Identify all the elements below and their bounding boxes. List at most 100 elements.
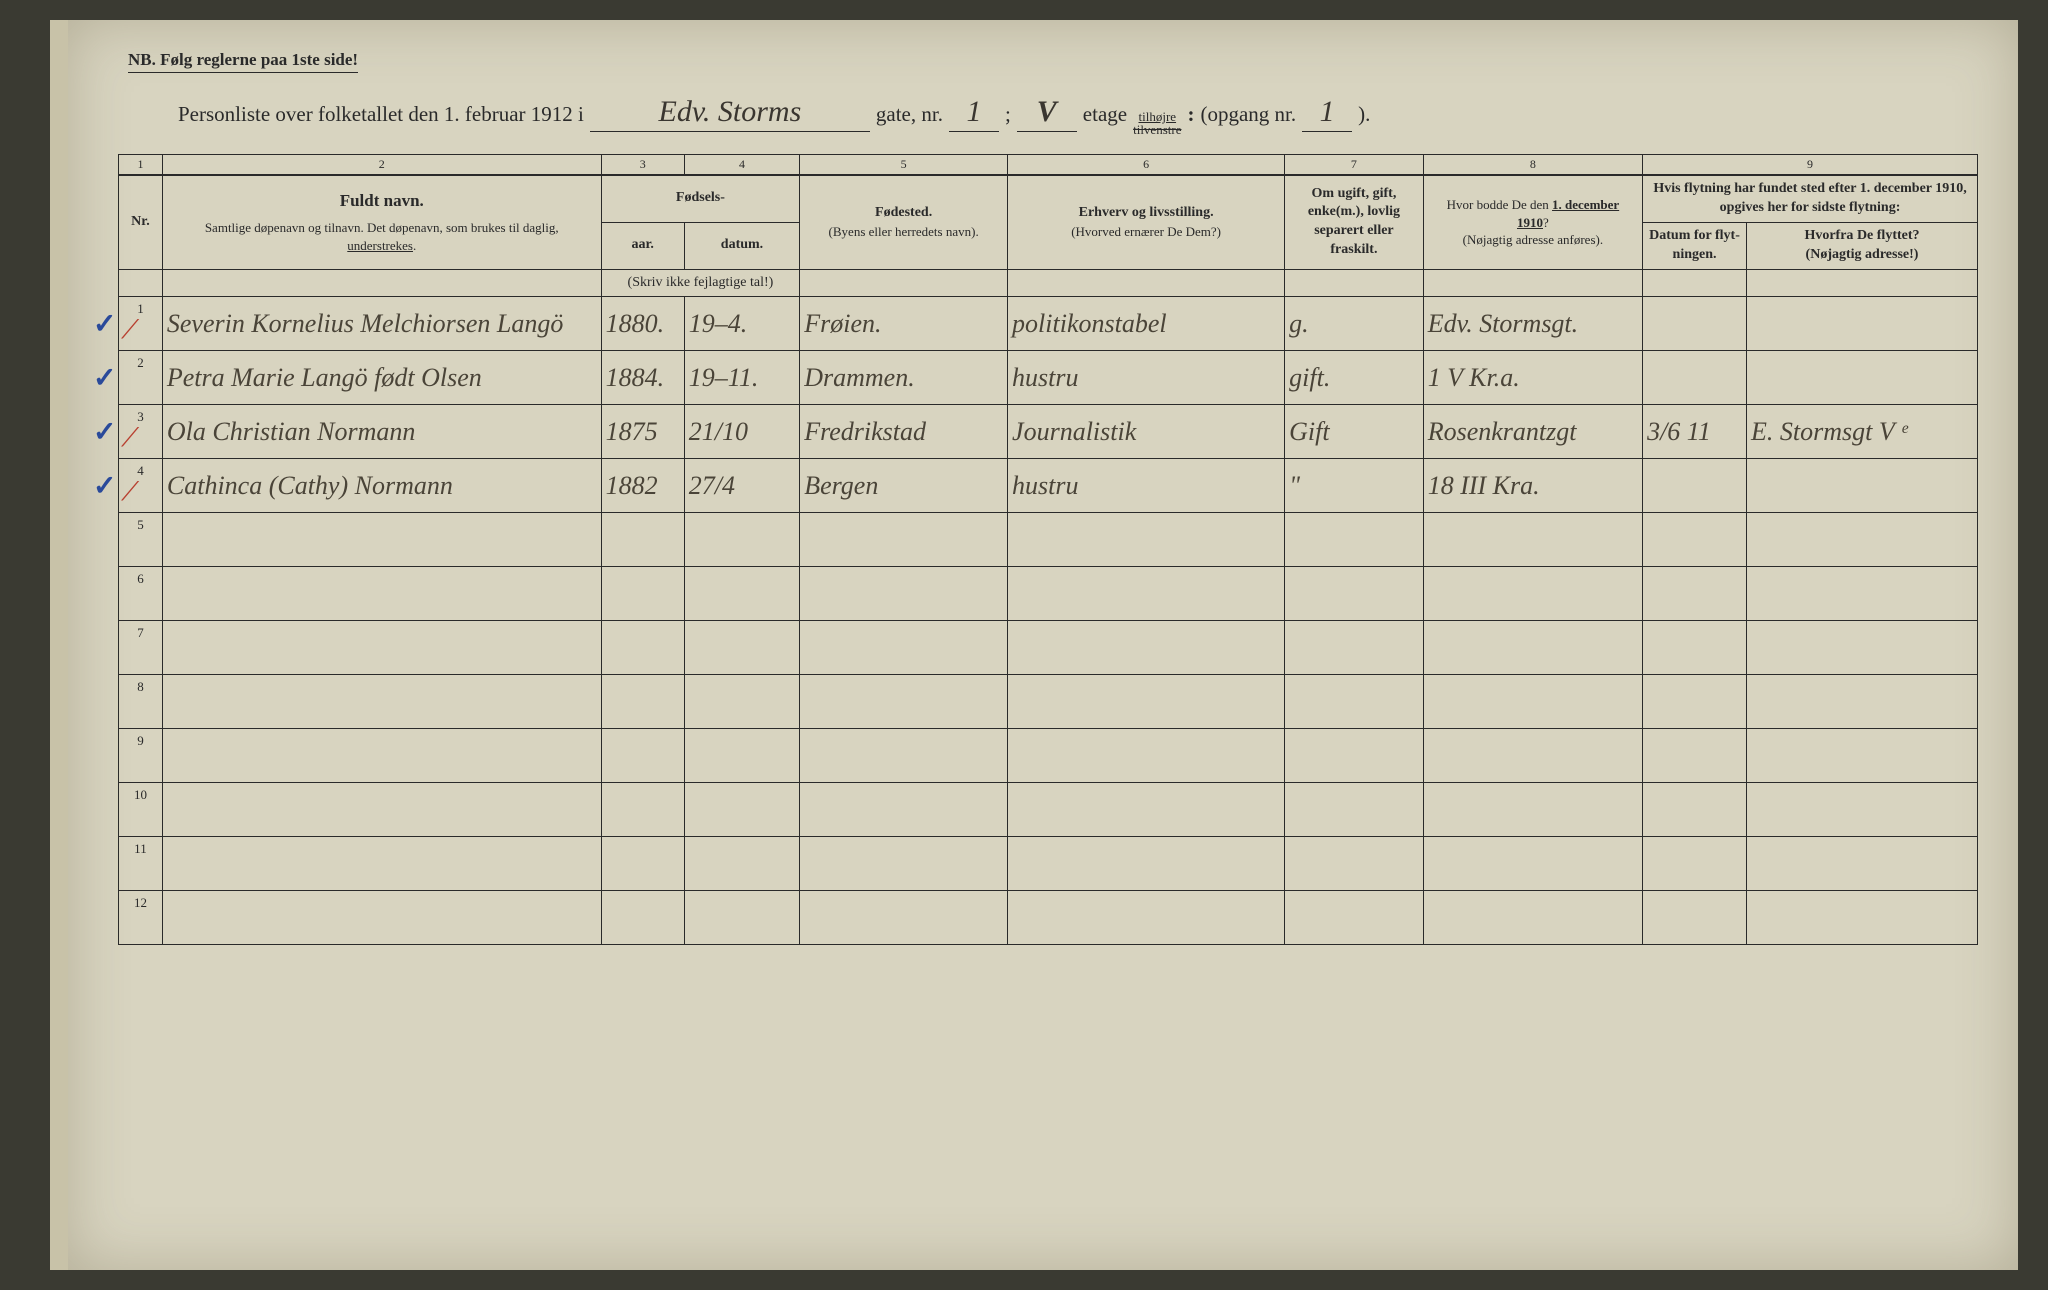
empty-cell bbox=[1746, 729, 1977, 783]
cell-marital-text: gift. bbox=[1289, 363, 1330, 392]
hdr-erhverv-s: (Hvorved ernærer De Dem?) bbox=[1014, 223, 1278, 241]
empty-cell bbox=[1643, 567, 1747, 621]
cell-move-date bbox=[1643, 459, 1747, 513]
cell-year: 1884. bbox=[601, 351, 684, 405]
colnum-3: 3 bbox=[601, 155, 684, 176]
hdr-marital: Om ugift, gift, enke(m.), lovlig separer… bbox=[1285, 175, 1424, 269]
table-row-empty: 9 bbox=[119, 729, 1978, 783]
empty-cell bbox=[1285, 837, 1424, 891]
cell-marital: gift. bbox=[1285, 351, 1424, 405]
cell-move-from bbox=[1746, 297, 1977, 351]
census-page: NB. Følg reglerne paa 1ste side! Personl… bbox=[50, 20, 2018, 1270]
cell-addr1910: 18 III Kra. bbox=[1423, 459, 1642, 513]
cell-year-text: 1880. bbox=[606, 309, 665, 338]
cell-name: Ola Christian Normann bbox=[162, 405, 601, 459]
cell-addr1910-text: 18 III Kra. bbox=[1428, 471, 1540, 500]
hdr-name: Fuldt navn. Samtlige døpenavn og tilnavn… bbox=[162, 175, 601, 269]
cell-name: Cathinca (Cathy) Normann bbox=[162, 459, 601, 513]
row-nr: 10 bbox=[119, 783, 163, 837]
cell-occupation-text: hustru bbox=[1012, 363, 1078, 392]
cell-marital: " bbox=[1285, 459, 1424, 513]
cell-addr1910: Rosenkrantzgt bbox=[1423, 405, 1642, 459]
colnum-7: 7 bbox=[1285, 155, 1424, 176]
row-nr: 12 bbox=[119, 891, 163, 945]
empty-cell bbox=[684, 675, 799, 729]
empty-cell bbox=[684, 729, 799, 783]
etage-val: V bbox=[1017, 95, 1077, 132]
empty-cell bbox=[601, 567, 684, 621]
cell-birthplace: Fredrikstad bbox=[800, 405, 1008, 459]
empty-cell bbox=[800, 621, 1008, 675]
hdr-nr: Nr. bbox=[119, 175, 163, 269]
empty-cell bbox=[601, 837, 684, 891]
opgang-label: (opgang nr. bbox=[1200, 102, 1296, 127]
colnum-4: 4 bbox=[684, 155, 799, 176]
cell-occupation: Journalistik bbox=[1008, 405, 1285, 459]
street-fill: Edv. Storms bbox=[590, 95, 870, 132]
cell-date: 21/10 bbox=[684, 405, 799, 459]
cell-birthplace-text: Frøien. bbox=[804, 309, 881, 338]
gate-label: gate, nr. bbox=[876, 102, 943, 127]
empty-cell bbox=[1643, 675, 1747, 729]
empty-cell bbox=[162, 675, 601, 729]
empty-cell bbox=[1285, 891, 1424, 945]
empty-cell bbox=[684, 783, 799, 837]
empty-cell bbox=[800, 891, 1008, 945]
empty-cell bbox=[1746, 891, 1977, 945]
cell-occupation-text: politikonstabel bbox=[1012, 309, 1167, 338]
gate-nr: 1 bbox=[949, 95, 999, 132]
cell-name-text: Ola Christian Normann bbox=[167, 417, 416, 446]
red-tick-icon: ⟋ bbox=[121, 315, 135, 337]
empty-cell bbox=[1285, 513, 1424, 567]
empty-cell bbox=[1643, 513, 1747, 567]
empty-cell bbox=[1423, 783, 1642, 837]
cell-move-from bbox=[1746, 459, 1977, 513]
cell-year-text: 1875 bbox=[606, 417, 658, 446]
cell-occupation-text: Journalistik bbox=[1012, 417, 1136, 446]
hdr-datum-t: datum. bbox=[691, 236, 793, 255]
header-note-row: (Skriv ikke fejlagtige tal!) bbox=[119, 269, 1978, 297]
cell-addr1910: Edv. Stormsgt. bbox=[1423, 297, 1642, 351]
etage-label: etage bbox=[1083, 102, 1127, 127]
cell-move-date-text: 3/6 11 bbox=[1647, 417, 1711, 446]
empty-cell bbox=[1746, 837, 1977, 891]
hdr-fodested: Fødested. (Byens eller herredets navn). bbox=[800, 175, 1008, 269]
empty-cell bbox=[162, 513, 601, 567]
cell-date: 19–4. bbox=[684, 297, 799, 351]
empty-cell bbox=[162, 621, 601, 675]
cell-marital-text: g. bbox=[1289, 309, 1309, 338]
colnum-1: 1 bbox=[119, 155, 163, 176]
cell-move-from-text: E. Stormsgt V ᵉ bbox=[1751, 417, 1908, 446]
empty-cell bbox=[162, 783, 601, 837]
cell-marital-text: " bbox=[1289, 471, 1300, 500]
cell-name: Petra Marie Langö født Olsen bbox=[162, 351, 601, 405]
cell-occupation: hustru bbox=[1008, 459, 1285, 513]
row-nr: 8 bbox=[119, 675, 163, 729]
empty-cell bbox=[1285, 783, 1424, 837]
empty-cell bbox=[1008, 567, 1285, 621]
row-nr: 6 bbox=[119, 567, 163, 621]
empty-cell bbox=[601, 729, 684, 783]
empty-cell bbox=[162, 729, 601, 783]
hdr-datum: datum. bbox=[684, 222, 799, 269]
row-nr: 4✓⟋ bbox=[119, 459, 163, 513]
hdr-fodsels: Fødsels- bbox=[601, 175, 800, 222]
hdr-move-date: Datum for flyt-ningen. bbox=[1643, 222, 1747, 269]
cell-year: 1882 bbox=[601, 459, 684, 513]
blue-check-icon: ✓ bbox=[93, 361, 116, 394]
cell-move-date bbox=[1643, 351, 1747, 405]
cell-date-text: 19–11. bbox=[689, 363, 759, 392]
empty-cell bbox=[1008, 729, 1285, 783]
colon: : bbox=[1187, 102, 1194, 127]
empty-cell bbox=[684, 837, 799, 891]
hdr-addr1910-s: (Nøjagtig adresse anføres). bbox=[1430, 231, 1636, 249]
hdr-skriv-note: (Skriv ikke fejlagtige tal!) bbox=[601, 269, 800, 297]
empty-cell bbox=[1008, 513, 1285, 567]
blue-check-icon: ✓ bbox=[93, 307, 116, 340]
cell-occupation: politikonstabel bbox=[1008, 297, 1285, 351]
colnum-5: 5 bbox=[800, 155, 1008, 176]
row-nr: 5 bbox=[119, 513, 163, 567]
empty-cell bbox=[1008, 891, 1285, 945]
hdr-aar: aar. bbox=[601, 222, 684, 269]
cell-marital: Gift bbox=[1285, 405, 1424, 459]
